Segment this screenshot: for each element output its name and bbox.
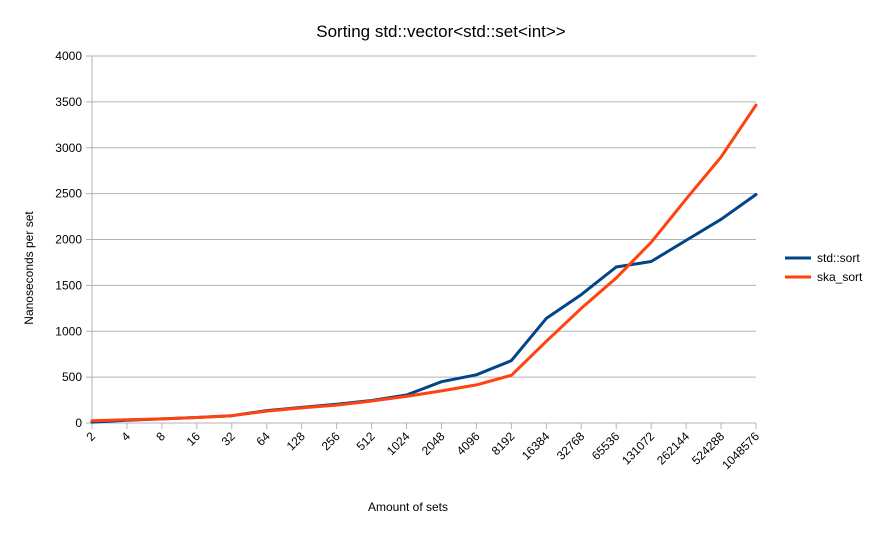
y-tick-label: 1000 bbox=[55, 324, 82, 338]
legend-label: ska_sort bbox=[817, 270, 863, 284]
x-tick-label: 65536 bbox=[589, 429, 623, 463]
x-tick-label: 1048576 bbox=[719, 429, 762, 472]
x-tick-label: 1024 bbox=[384, 429, 413, 458]
gridlines bbox=[86, 55, 756, 429]
y-tick-label: 2500 bbox=[55, 187, 82, 201]
x-tick-label: 64 bbox=[254, 429, 274, 449]
legend-label: std::sort bbox=[817, 251, 860, 265]
x-tick-label: 262144 bbox=[654, 429, 692, 467]
series-line-std-sort bbox=[90, 193, 758, 424]
y-tick-label: 4000 bbox=[55, 49, 82, 63]
y-tick-label: 0 bbox=[75, 416, 82, 430]
y-tick-label: 3000 bbox=[55, 141, 82, 155]
x-tick-label: 2048 bbox=[419, 429, 448, 458]
y-axis-ticks: 0 500 1000 1500 2000 2500 3000 3500 4000 bbox=[55, 49, 82, 430]
x-tick-label: 32 bbox=[219, 429, 239, 449]
series-line-ska-sort bbox=[90, 103, 758, 423]
x-tick-label: 4 bbox=[118, 429, 133, 444]
x-tick-label: 16 bbox=[184, 429, 204, 449]
series-lines bbox=[90, 103, 758, 424]
x-tick-label: 128 bbox=[284, 429, 308, 453]
x-tick-label: 256 bbox=[319, 429, 343, 453]
y-tick-label: 1500 bbox=[55, 278, 82, 292]
x-tick-label: 512 bbox=[354, 429, 378, 453]
chart-title: Sorting std::vector<std::set<int>> bbox=[316, 22, 566, 41]
y-tick-label: 500 bbox=[62, 370, 82, 384]
x-tick-label: 2 bbox=[83, 429, 98, 444]
x-axis-label: Amount of sets bbox=[368, 500, 448, 514]
x-tick-label: 8 bbox=[153, 429, 168, 444]
x-tick-label: 131072 bbox=[619, 429, 657, 467]
x-axis-ticks: 2 4 8 16 32 64 128 256 512 1024 2048 4096 8192 16384 3… bbox=[83, 423, 762, 472]
y-tick-label: 2000 bbox=[55, 233, 82, 247]
x-tick-label: 8192 bbox=[489, 429, 518, 458]
x-tick-label: 16384 bbox=[519, 429, 553, 463]
x-tick-label: 4096 bbox=[454, 429, 483, 458]
y-tick-label: 3500 bbox=[55, 95, 82, 109]
y-axis-label: Nanoseconds per set bbox=[22, 211, 36, 325]
x-tick-label: 32768 bbox=[554, 429, 588, 463]
